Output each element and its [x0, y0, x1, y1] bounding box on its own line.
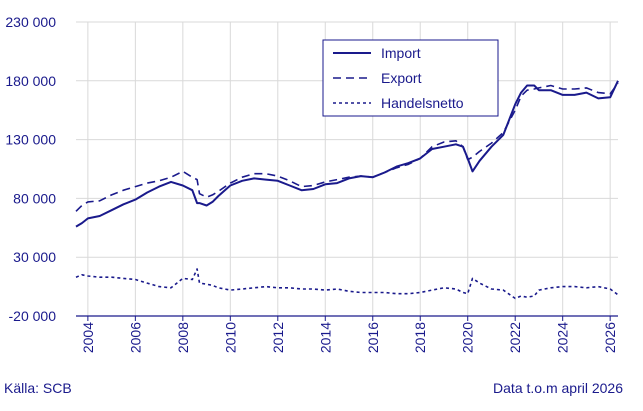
series-line-export [75, 82, 619, 212]
data-through-note: Data t.o.m april 2026 [493, 380, 623, 396]
y-tick-label: -20 000 [9, 308, 57, 324]
series-layer [75, 80, 619, 300]
x-tick-label: 2012 [270, 322, 286, 353]
x-tick-label: 2020 [460, 322, 476, 353]
series-line-handelsnetto [75, 268, 619, 300]
series-line-import [75, 80, 619, 228]
x-tick-label: 2024 [555, 322, 571, 353]
x-tick-label: 2006 [127, 322, 143, 353]
x-tick-label: 2022 [507, 322, 523, 353]
y-tick-label: 130 000 [5, 132, 56, 148]
legend-label-export: Export [381, 70, 422, 86]
x-tick-label: 2018 [412, 322, 428, 353]
x-tick-label: 2010 [222, 322, 238, 353]
legend-label-import: Import [381, 45, 421, 61]
x-tick-label: 2008 [175, 322, 191, 353]
y-tick-label: 80 000 [13, 190, 56, 206]
x-tick-label: 2014 [317, 322, 333, 353]
source-label: Källa: SCB [4, 380, 72, 396]
x-tick-label: 2004 [80, 322, 96, 353]
x-tick-labels: 2004 2006 2008 2010 2012 2014 2016 2018 2020 2022… [80, 316, 618, 353]
y-tick-labels: 230 000 180 000 130 000 80 000 30 000 -20 000 [5, 14, 56, 324]
legend: Import Export Handelsnetto [322, 39, 499, 117]
x-tick-label: 2016 [365, 322, 381, 353]
y-tick-label: 180 000 [5, 73, 56, 89]
y-tick-label: 230 000 [5, 14, 56, 30]
x-tick-label: 2026 [602, 322, 618, 353]
y-tick-label: 30 000 [13, 249, 56, 265]
legend-label-handelsnetto: Handelsnetto [381, 95, 464, 111]
